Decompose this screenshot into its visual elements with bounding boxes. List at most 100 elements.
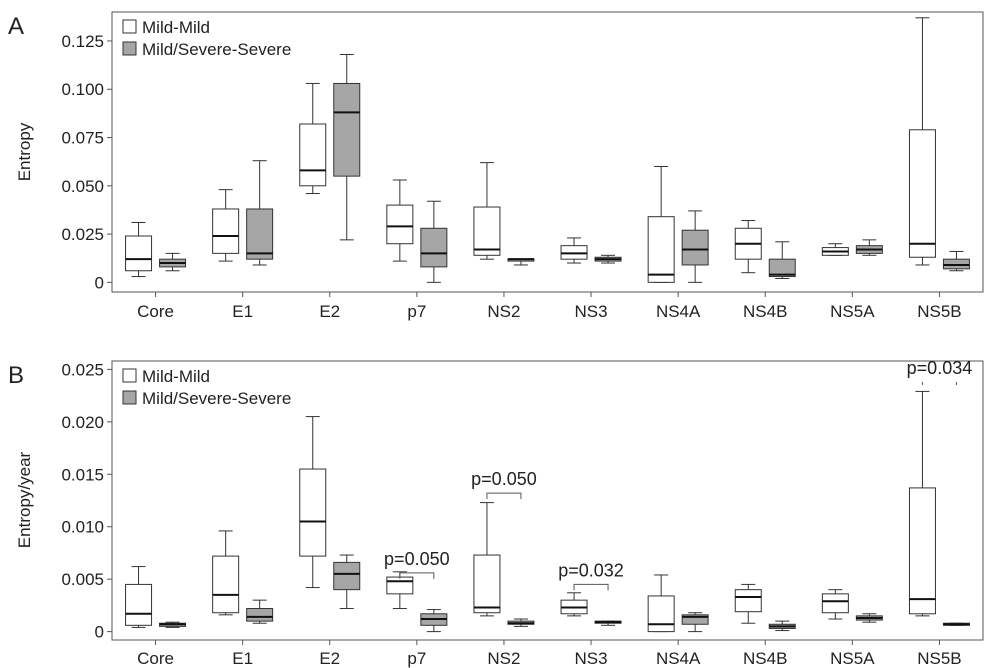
box-iqr: [473, 206, 501, 256]
panel-b: B Entropy/year 0 0.005 0.010 0.015 0.020 0.025 C…: [8, 358, 984, 668]
box-iqr: [299, 468, 327, 557]
box-iqr: [908, 129, 936, 258]
box-iqr: [681, 614, 709, 625]
significance-annotation: p=0.050: [384, 549, 450, 579]
legend-label: Mild/Severe-Severe: [142, 389, 291, 408]
x-tick-label: NS5A: [830, 302, 875, 321]
box-iqr: [768, 258, 796, 278]
x-tick-label: NS5B: [917, 649, 961, 668]
box-e2-mild-mild: [299, 416, 327, 589]
x-tick-label: p7: [407, 302, 426, 321]
significance-annotation: p=0.032: [558, 560, 624, 591]
y-tick-label: 0.050: [61, 177, 104, 196]
box-p7-mild-mild: [386, 571, 414, 610]
x-tick-label: NS2: [487, 302, 520, 321]
box-iqr: [647, 595, 675, 633]
box-iqr: [333, 561, 361, 591]
box-iqr: [125, 583, 153, 626]
y-axis-title: Entropy/year: [15, 451, 34, 548]
box-ns4b-mild-severe-severe: [768, 241, 796, 279]
box-ns4a-mild-mild: [647, 165, 675, 283]
legend-swatch: [122, 390, 137, 405]
x-tick-label: NS3: [575, 649, 608, 668]
box-ns4b-mild-severe-severe: [768, 620, 796, 632]
plot-frame: [111, 11, 984, 293]
box-core-mild-severe-severe: [159, 621, 187, 628]
panel-letter: B: [8, 362, 24, 389]
bracket-line: [486, 492, 522, 500]
bracket-line: [573, 583, 609, 591]
y-tick-label: 0.025: [61, 360, 104, 379]
x-tick-label: NS5B: [917, 302, 961, 321]
legend-swatch: [122, 41, 137, 56]
x-tick-label: Core: [137, 302, 174, 321]
box-ns3-mild-mild: [560, 237, 588, 264]
box-e2-mild-severe-severe: [333, 554, 361, 610]
box-p7-mild-severe-severe: [420, 200, 448, 283]
box-ns2-mild-mild: [473, 162, 501, 260]
box-iqr: [212, 208, 240, 254]
box-core-mild-mild: [125, 221, 153, 278]
box-e1-mild-mild: [212, 530, 240, 616]
x-tick-label: E2: [319, 302, 340, 321]
box-e2-mild-severe-severe: [333, 53, 361, 241]
x-tick-label: NS4A: [656, 649, 701, 668]
box-ns5a-mild-severe-severe: [855, 613, 883, 623]
y-tick-label: 0.100: [61, 80, 104, 99]
y-tick-label: 0.005: [61, 570, 104, 589]
legend: Mild-Mild Mild/Severe-Severe: [122, 367, 291, 408]
p-value-label: p=0.034: [907, 358, 973, 378]
box-ns5b-mild-mild: [908, 17, 936, 266]
box-ns2-mild-mild: [473, 502, 501, 617]
box-ns5a-mild-mild: [821, 589, 849, 620]
p-value-label: p=0.032: [558, 560, 624, 580]
box-p7-mild-mild: [386, 179, 414, 262]
box-e1-mild-severe-severe: [246, 599, 274, 624]
p-value-label: p=0.050: [471, 469, 537, 489]
box-iqr: [734, 589, 762, 613]
x-tick-label: NS4A: [656, 302, 701, 321]
box-iqr: [333, 82, 361, 177]
box-ns4a-mild-mild: [647, 574, 675, 633]
box-iqr: [681, 229, 709, 266]
panel-a: A Entropy 0 0.025 0.050 0.075 0.100 0.125 Core E1…: [8, 11, 984, 321]
box-core-mild-mild: [125, 566, 153, 628]
p-value-label: p=0.050: [384, 549, 450, 569]
box-ns3-mild-severe-severe: [594, 620, 622, 626]
legend-label: Mild/Severe-Severe: [142, 40, 291, 59]
legend-label: Mild-Mild: [142, 18, 210, 37]
box-iqr: [246, 208, 274, 260]
x-tick-label: E1: [232, 649, 253, 668]
box-ns5a-mild-severe-severe: [855, 239, 883, 256]
box-iqr: [821, 593, 849, 614]
box-core-mild-severe-severe: [159, 252, 187, 272]
box-ns4b-mild-mild: [734, 583, 762, 624]
x-tick-label: NS5A: [830, 649, 875, 668]
box-iqr: [420, 227, 448, 268]
box-p7-mild-severe-severe: [420, 609, 448, 633]
panel-letter: A: [8, 13, 24, 40]
box-ns5a-mild-mild: [821, 243, 849, 256]
x-tick-label: NS2: [487, 649, 520, 668]
box-ns5b-mild-severe-severe: [942, 622, 970, 626]
legend-label: Mild-Mild: [142, 367, 210, 386]
y-tick-label: 0.025: [61, 225, 104, 244]
x-tick-label: p7: [407, 649, 426, 668]
legend-swatch: [122, 19, 137, 34]
box-iqr: [473, 554, 501, 614]
x-tick-label: E2: [319, 649, 340, 668]
box-ns4a-mild-severe-severe: [681, 210, 709, 283]
significance-annotation: p=0.050: [471, 469, 537, 500]
box-iqr: [299, 123, 327, 187]
box-e2-mild-mild: [299, 82, 327, 195]
y-tick-label: 0.020: [61, 413, 104, 432]
box-ns3-mild-severe-severe: [594, 254, 622, 264]
legend: Mild-Mild Mild/Severe-Severe: [122, 18, 291, 59]
box-iqr: [212, 555, 240, 614]
box-iqr: [386, 204, 414, 245]
box-ns3-mild-mild: [560, 592, 588, 617]
box-ns5b-mild-severe-severe: [942, 250, 970, 272]
x-tick-label: NS3: [575, 302, 608, 321]
y-tick-label: 0.015: [61, 465, 104, 484]
